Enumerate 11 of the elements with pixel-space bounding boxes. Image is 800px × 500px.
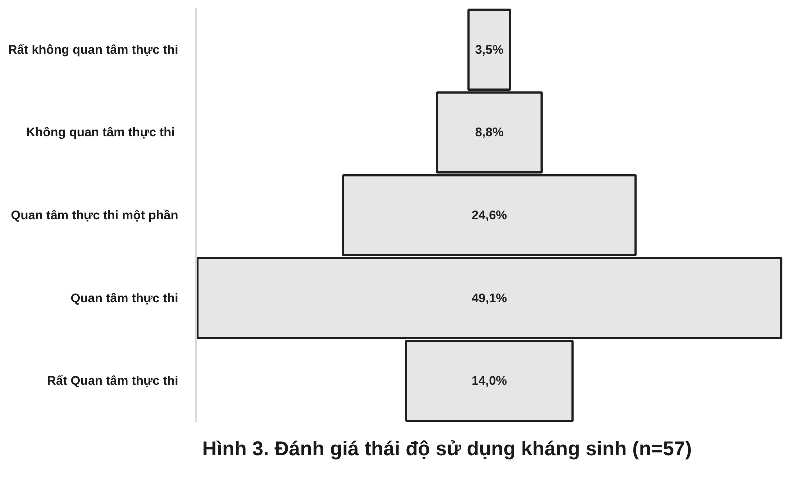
data-label: 24,6%: [472, 208, 508, 222]
data-label: 3,5%: [475, 42, 504, 57]
category-label: Rất không quan tâm thực thi: [8, 42, 179, 57]
category-label: Rất Quan tâm thực thi: [47, 374, 178, 388]
text: Hình 3. Đánh giá thái độ sử dụng kháng sinh (n=57): [202, 438, 692, 460]
category-label: Quan tâm thực thi: [70, 291, 179, 306]
category-label: Quan tâm thực thi một phần: [11, 208, 179, 222]
data-label: 49,1%: [472, 291, 508, 306]
data-label: 8,8%: [475, 126, 504, 140]
data-label: 14,0%: [472, 374, 508, 388]
category-label: Không quan tâm thực thi: [26, 126, 176, 140]
